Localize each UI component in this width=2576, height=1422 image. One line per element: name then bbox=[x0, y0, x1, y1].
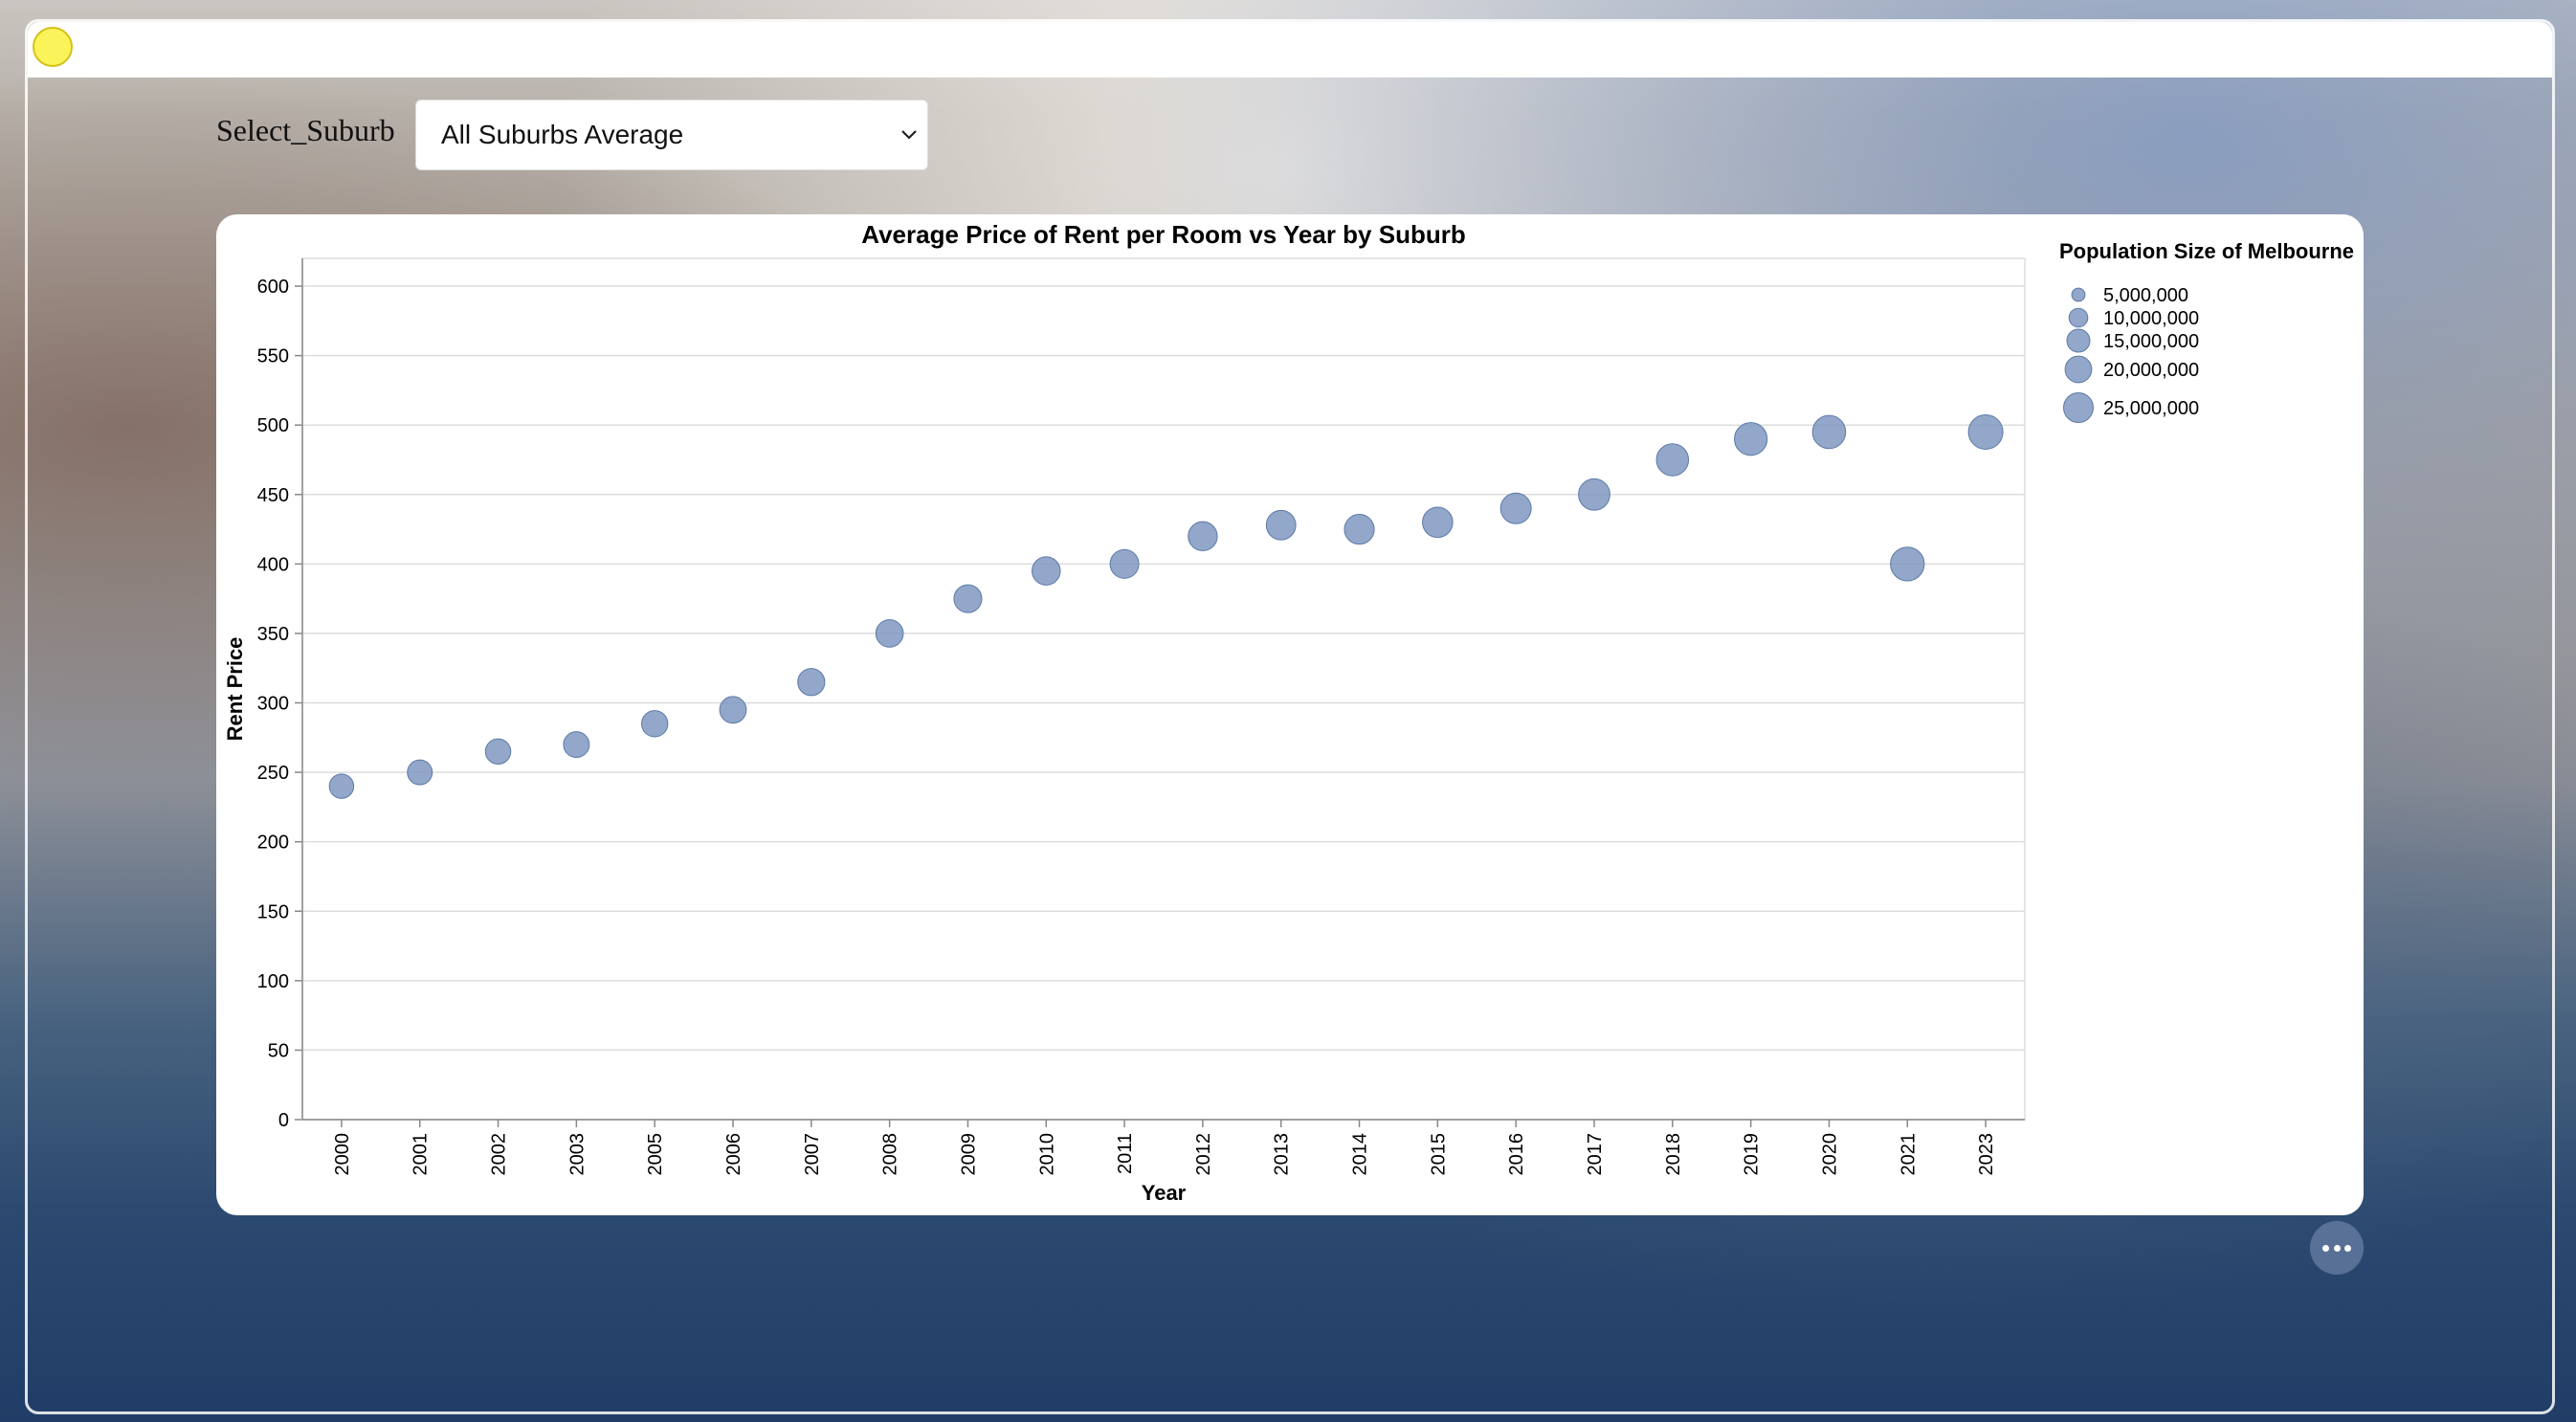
legend-symbol bbox=[2066, 328, 2091, 353]
data-point[interactable] bbox=[1344, 513, 1375, 545]
data-point[interactable] bbox=[1578, 478, 1610, 511]
data-point[interactable] bbox=[1188, 521, 1218, 552]
x-tick-label: 2012 bbox=[1193, 1133, 1214, 1176]
legend-label: 10,000,000 bbox=[2103, 308, 2199, 329]
legend-symbol bbox=[2068, 307, 2089, 328]
x-tick-label: 2003 bbox=[566, 1133, 588, 1176]
x-tick-label: 2005 bbox=[645, 1133, 666, 1176]
y-tick-label: 500 bbox=[257, 415, 289, 436]
chevron-down-icon bbox=[901, 130, 917, 140]
y-tick-label: 350 bbox=[257, 624, 289, 645]
data-point[interactable] bbox=[1109, 548, 1140, 579]
x-tick-label: 2008 bbox=[880, 1133, 901, 1176]
plot-frame bbox=[301, 257, 2026, 1121]
data-point[interactable] bbox=[1890, 546, 1925, 582]
close-window-button[interactable] bbox=[33, 27, 73, 67]
x-tick-label: 2002 bbox=[489, 1133, 510, 1176]
x-tick-label: 2016 bbox=[1506, 1133, 1527, 1176]
scatter-chart: Average Price of Rent per Room vs Year b… bbox=[223, 220, 2354, 1205]
legend-symbol bbox=[2071, 287, 2086, 302]
data-point[interactable] bbox=[1811, 414, 1847, 450]
y-tick-label: 400 bbox=[257, 554, 289, 575]
y-tick-label: 600 bbox=[257, 277, 289, 298]
suburb-select-value: All Suburbs Average bbox=[441, 120, 684, 149]
x-tick-label: 2020 bbox=[1819, 1133, 1840, 1176]
data-point[interactable] bbox=[1032, 556, 1061, 586]
data-point[interactable] bbox=[1655, 443, 1690, 477]
legend-symbol bbox=[2063, 392, 2094, 423]
x-tick-label: 2013 bbox=[1272, 1133, 1293, 1176]
data-point[interactable] bbox=[1265, 509, 1297, 541]
legend-label: 25,000,000 bbox=[2103, 398, 2199, 419]
y-tick-label: 450 bbox=[257, 485, 289, 506]
y-tick-label: 200 bbox=[257, 833, 289, 854]
data-point[interactable] bbox=[1967, 413, 2004, 450]
data-point[interactable] bbox=[1422, 506, 1454, 539]
data-point[interactable] bbox=[328, 773, 355, 799]
legend-symbol bbox=[2064, 355, 2093, 384]
app-window bbox=[25, 19, 2555, 1414]
data-point[interactable] bbox=[407, 759, 433, 786]
title-bar bbox=[28, 22, 2552, 78]
x-tick-label: 2007 bbox=[802, 1133, 823, 1176]
y-tick-label: 100 bbox=[257, 971, 289, 992]
chart-card: Average Price of Rent per Room vs Year b… bbox=[216, 214, 2364, 1215]
suburb-select[interactable]: All Suburbs Average bbox=[415, 100, 928, 170]
y-tick-label: 550 bbox=[257, 346, 289, 367]
more-options-button[interactable] bbox=[2310, 1221, 2364, 1275]
data-point[interactable] bbox=[875, 619, 904, 648]
more-dot-icon bbox=[2344, 1245, 2351, 1252]
more-dot-icon bbox=[2333, 1245, 2341, 1252]
x-tick-label: 2017 bbox=[1585, 1133, 1606, 1176]
x-tick-label: 2021 bbox=[1898, 1133, 1919, 1176]
x-tick-label: 2001 bbox=[411, 1133, 432, 1176]
legend-title: Population Size of Melbourne bbox=[2059, 239, 2354, 263]
data-point[interactable] bbox=[641, 710, 669, 738]
y-tick-label: 300 bbox=[257, 694, 289, 715]
x-tick-label: 2006 bbox=[723, 1133, 744, 1176]
legend-label: 5,000,000 bbox=[2103, 285, 2188, 306]
data-point[interactable] bbox=[797, 668, 826, 697]
y-tick-label: 0 bbox=[278, 1110, 289, 1131]
y-tick-label: 50 bbox=[268, 1040, 289, 1061]
x-axis-title: Year bbox=[1142, 1181, 1187, 1205]
y-tick-label: 250 bbox=[257, 763, 289, 784]
data-point[interactable] bbox=[1499, 492, 1532, 524]
x-tick-label: 2018 bbox=[1663, 1133, 1684, 1176]
y-axis-title: Rent Price bbox=[223, 637, 247, 742]
x-tick-label: 2000 bbox=[332, 1133, 353, 1176]
x-tick-label: 2011 bbox=[1115, 1133, 1136, 1174]
data-point[interactable] bbox=[953, 584, 983, 613]
y-tick-label: 150 bbox=[257, 901, 289, 922]
chart-title: Average Price of Rent per Room vs Year b… bbox=[861, 220, 1465, 249]
x-tick-label: 2015 bbox=[1428, 1133, 1449, 1176]
data-point[interactable] bbox=[719, 696, 747, 724]
x-tick-label: 2019 bbox=[1742, 1133, 1763, 1176]
suburb-filter-label: Select_Suburb bbox=[216, 113, 395, 147]
x-tick-label: 2014 bbox=[1350, 1133, 1371, 1176]
more-dot-icon bbox=[2322, 1245, 2329, 1252]
x-tick-label: 2023 bbox=[1976, 1133, 1997, 1176]
data-point[interactable] bbox=[1734, 422, 1768, 456]
x-tick-label: 2010 bbox=[1036, 1133, 1057, 1176]
legend-label: 15,000,000 bbox=[2103, 331, 2199, 352]
data-point[interactable] bbox=[484, 738, 512, 766]
legend-label: 20,000,000 bbox=[2103, 360, 2199, 381]
x-tick-label: 2009 bbox=[958, 1133, 979, 1176]
data-point[interactable] bbox=[563, 731, 590, 759]
